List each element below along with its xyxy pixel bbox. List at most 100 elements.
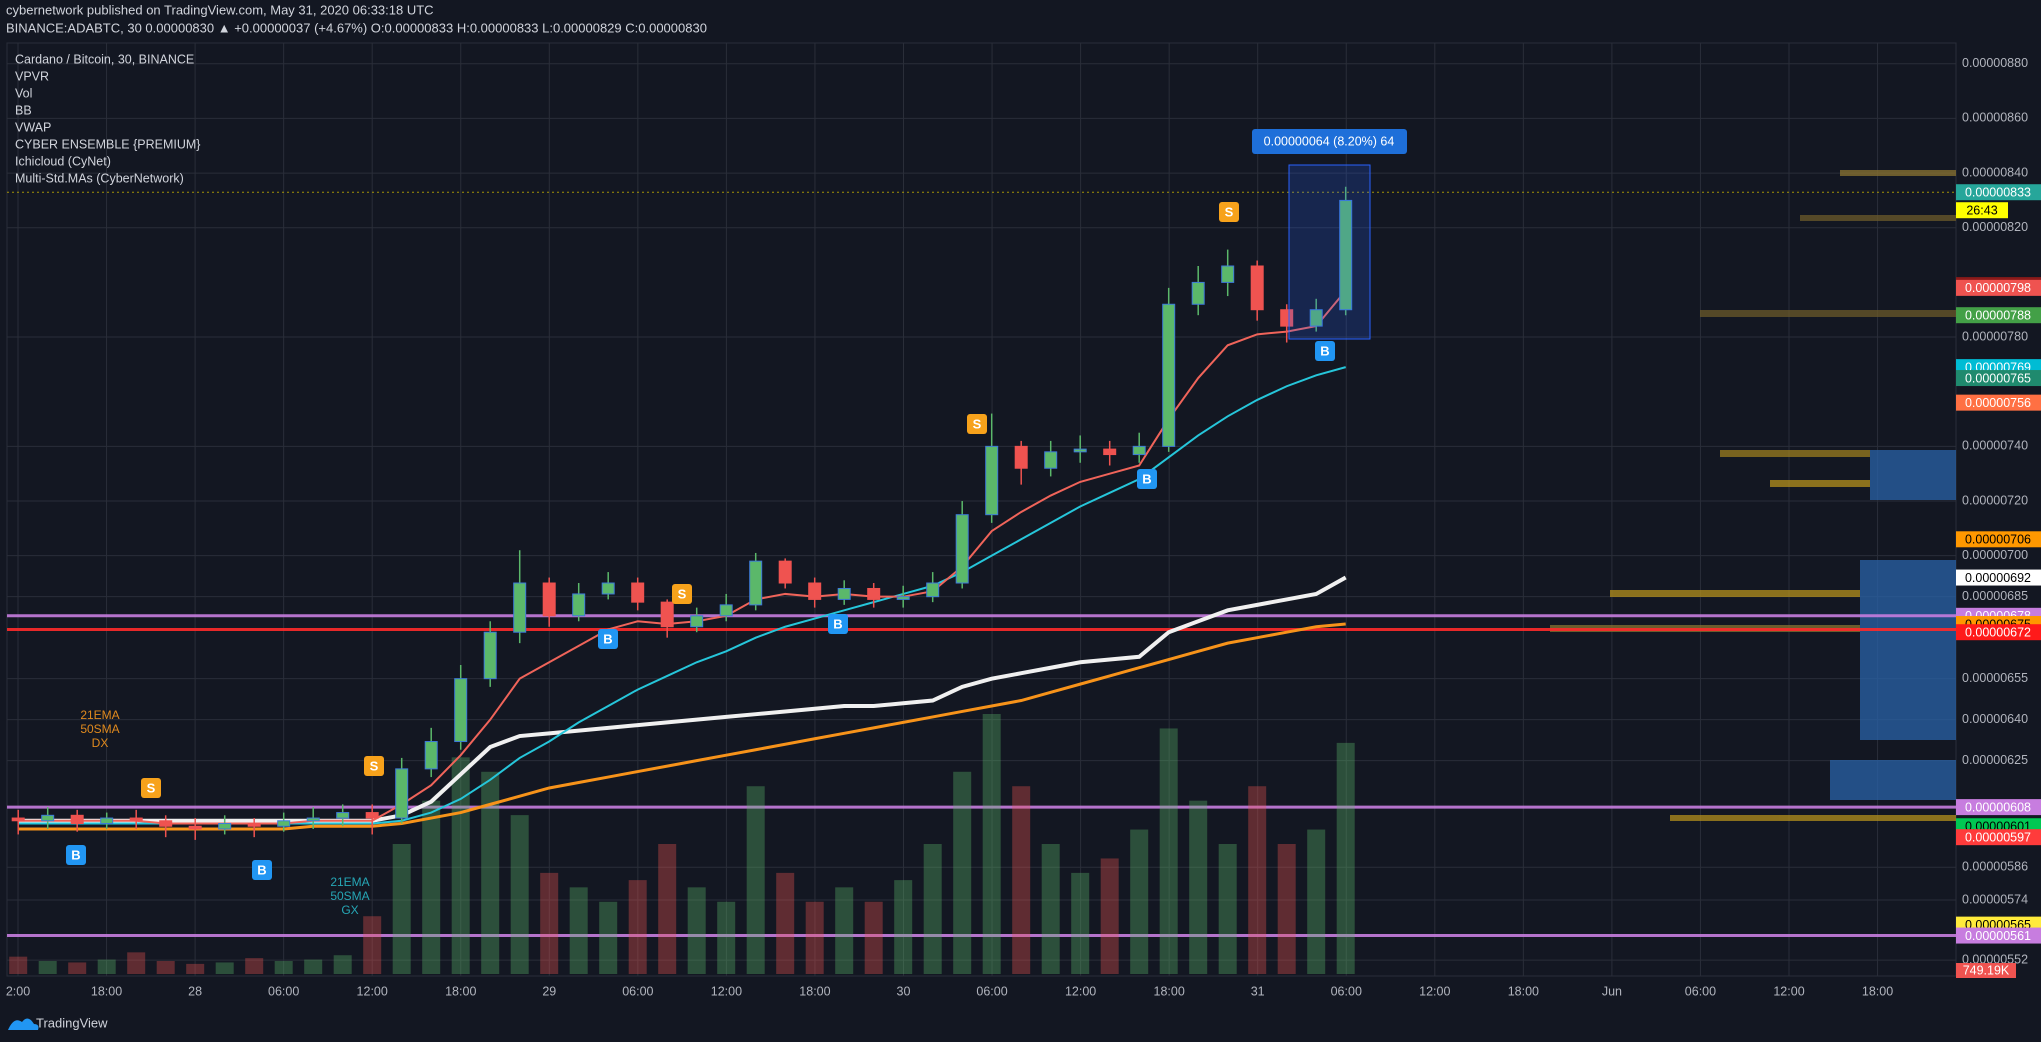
profile-bar bbox=[1720, 450, 1956, 457]
profile-bar bbox=[1670, 815, 1956, 821]
price-badge bbox=[1956, 799, 2041, 816]
x-tick-label: 12:00 bbox=[1419, 984, 1450, 998]
axes: 0.00000880 0.00000860 0.00000840 0.00000820… bbox=[6, 56, 2041, 998]
logo bbox=[8, 1018, 39, 1030]
annotation: 50SMA bbox=[80, 722, 119, 736]
volume-badge bbox=[1956, 963, 2016, 978]
countdown: 26:43 bbox=[1966, 204, 1997, 218]
publisher-line: cybernetwork published on TradingView.co… bbox=[6, 2, 434, 17]
volume-bar bbox=[805, 901, 824, 974]
legend-item: VWAP bbox=[15, 120, 51, 134]
x-tick-label: 12:00 bbox=[1773, 984, 1804, 998]
measure-box bbox=[1288, 164, 1371, 340]
candle-body bbox=[11, 817, 25, 822]
signal-label: B bbox=[833, 616, 842, 631]
volume-bar bbox=[687, 887, 706, 974]
signal-label: S bbox=[370, 758, 379, 773]
chart-pane bbox=[6, 42, 1957, 977]
y-tick-label: 0.00000840 bbox=[1962, 165, 2028, 179]
buy-signal bbox=[1315, 341, 1335, 361]
volume-bar bbox=[156, 961, 175, 974]
candle-body bbox=[218, 823, 232, 830]
x-tick-label: 2:00 bbox=[6, 984, 30, 998]
sell-signal bbox=[141, 778, 161, 798]
buy-signal bbox=[66, 845, 86, 865]
price-badge-label: 0.00000788 bbox=[1965, 308, 2031, 322]
candle-body bbox=[1044, 451, 1058, 469]
countdown-box bbox=[1956, 202, 2008, 219]
y-tick-label: 0.00000640 bbox=[1962, 712, 2028, 726]
candle-body bbox=[896, 596, 910, 600]
volume-bar bbox=[658, 844, 677, 974]
price-badge bbox=[1956, 531, 2041, 548]
volume-bar bbox=[864, 901, 883, 974]
buy-signal bbox=[828, 614, 848, 634]
volume-bar bbox=[982, 714, 1001, 974]
moving-average bbox=[18, 575, 1347, 823]
signal-label: B bbox=[603, 631, 612, 646]
price-badge bbox=[1956, 307, 2041, 324]
price-badge bbox=[1956, 184, 2041, 201]
x-tick-label: Jun bbox=[1602, 984, 1622, 998]
y-tick-label: 0.00000574 bbox=[1962, 892, 2028, 906]
signal-label: S bbox=[973, 416, 982, 431]
measure-tool: 0.00000064 (8.20%) 64 bbox=[1252, 129, 1407, 340]
volume-badge-label: 749.19K bbox=[1963, 963, 2010, 977]
x-tick-label: 18:00 bbox=[1862, 984, 1893, 998]
annotation: DX bbox=[92, 736, 109, 750]
legend-item: Vol bbox=[15, 86, 32, 100]
buy-signal bbox=[252, 860, 272, 880]
candle-body bbox=[1309, 309, 1323, 327]
candle-body bbox=[1014, 445, 1028, 469]
price-badge bbox=[1956, 829, 2041, 846]
volume-bar bbox=[1189, 800, 1208, 974]
volume-bar bbox=[1218, 844, 1237, 974]
volume-bar bbox=[1307, 829, 1326, 974]
y-tick-label: 0.00000720 bbox=[1962, 493, 2028, 507]
sell-signal bbox=[1219, 202, 1239, 222]
volume-bar bbox=[510, 815, 529, 974]
volume-bar bbox=[1336, 742, 1355, 974]
volume-bar bbox=[392, 844, 411, 974]
volume-bar bbox=[97, 959, 116, 974]
x-tick-label: 31 bbox=[1251, 984, 1265, 998]
candle-body bbox=[985, 445, 999, 516]
candle-body bbox=[1162, 303, 1176, 447]
volume-bar bbox=[540, 872, 559, 974]
volume-bar bbox=[628, 880, 647, 974]
legend: Cardano / Bitcoin, 30, BINANCE VPVR Vol BB V… bbox=[15, 52, 200, 185]
price-badge-label: 0.00000597 bbox=[1965, 830, 2031, 844]
buy-signal bbox=[1137, 469, 1157, 489]
y-tick-label: 0.00000685 bbox=[1962, 589, 2028, 603]
sell-signal bbox=[967, 414, 987, 434]
price-badge bbox=[1956, 927, 2041, 944]
sell-signal bbox=[672, 584, 692, 604]
candle-body bbox=[513, 582, 527, 633]
volume-bar bbox=[38, 961, 57, 974]
candle-body bbox=[660, 601, 674, 628]
y-tick-label: 0.00000780 bbox=[1962, 329, 2028, 343]
volume-bar bbox=[953, 771, 972, 974]
volume-bar bbox=[363, 916, 382, 974]
x-tick-label: 30 bbox=[897, 984, 911, 998]
candle-body bbox=[247, 823, 261, 827]
volume-bar bbox=[1071, 872, 1090, 974]
price-badge bbox=[1956, 370, 2041, 387]
volume-bar bbox=[717, 901, 736, 974]
candle-body bbox=[306, 817, 320, 822]
profile-bar bbox=[1830, 760, 1956, 800]
volume-bar bbox=[481, 771, 500, 974]
volume-bar bbox=[1159, 728, 1178, 974]
volume-bar bbox=[451, 757, 470, 974]
volume-bar bbox=[333, 955, 352, 974]
candle-body bbox=[808, 582, 822, 600]
annotation: 21EMA bbox=[330, 875, 369, 889]
candle-body bbox=[395, 768, 409, 819]
annotation: 21EMA bbox=[80, 708, 119, 722]
candle-body bbox=[690, 615, 704, 628]
signal-label: B bbox=[71, 847, 80, 862]
profile-bar bbox=[1700, 310, 1956, 317]
price-badge-label: 0.00000608 bbox=[1965, 800, 2031, 814]
volume-bar bbox=[245, 958, 264, 974]
price-badge-label: 0.00000692 bbox=[1965, 571, 2031, 585]
